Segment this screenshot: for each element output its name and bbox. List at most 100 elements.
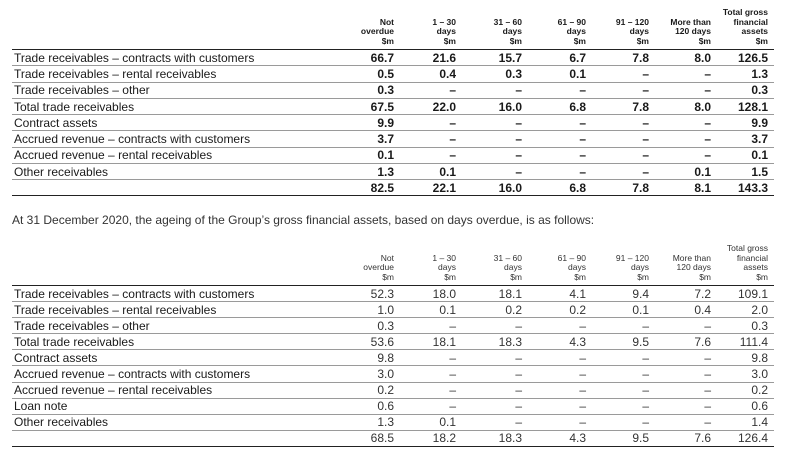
- cell-value: 16.0: [462, 97, 528, 116]
- table-row: Other receivables 1.3 0.1– – –0.1 1.5: [12, 163, 774, 181]
- column-header-line: $m: [573, 35, 586, 46]
- cell-value: –: [462, 398, 528, 415]
- row-label: Trade receivables – other: [12, 317, 338, 335]
- cell-value: –: [528, 130, 592, 148]
- column-header-line: More than: [672, 252, 711, 263]
- total-row: 68.5 18.2 18.3 4.3 9.5 7.6 126.4: [12, 429, 774, 447]
- column-header: Not overdue $m: [338, 8, 400, 50]
- column-header-line: days: [438, 262, 456, 272]
- cell-value: 8.0: [655, 49, 717, 67]
- cell-value: –: [462, 349, 528, 367]
- cell-value: 126.4: [717, 429, 774, 447]
- cell-value: 3.0: [717, 365, 774, 383]
- row-label: Trade receivables – rental receivables: [12, 65, 338, 83]
- column-header-line: days: [631, 262, 649, 272]
- row-label: Loan note: [12, 398, 338, 415]
- column-header-line: days: [566, 26, 586, 36]
- row-label: Trade receivables – contracts with custo…: [12, 285, 338, 303]
- cell-value: 22.1: [400, 179, 462, 197]
- cell-value: –: [462, 114, 528, 132]
- cell-value: –: [400, 398, 462, 415]
- cell-value: 9.8: [338, 349, 400, 367]
- cell-value: 7.8: [592, 97, 655, 116]
- row-label: Other receivables: [12, 414, 338, 431]
- column-header-line: $m: [755, 35, 768, 46]
- cell-value: 0.4: [655, 301, 717, 319]
- column-header: More than 120 days $m: [655, 8, 717, 50]
- cell-value: 1.3: [717, 65, 774, 83]
- cell-value: –: [400, 147, 462, 165]
- ageing-table-2020: Not overdue $m 1 – 30 days $m 31 – 60 days $m 61 …: [12, 243, 774, 447]
- intro-text: At 31 December 2020, the ageing of the G…: [12, 213, 595, 227]
- cell-value: 109.1: [717, 285, 774, 303]
- cell-value: –: [655, 365, 717, 383]
- column-header: Total gross financial assets $m: [717, 243, 774, 286]
- column-header-line: overdue: [363, 262, 394, 272]
- cell-value: –: [592, 398, 655, 415]
- cell-value: –: [655, 147, 717, 165]
- cell-value: 0.1: [655, 163, 717, 181]
- cell-value: 9.9: [338, 114, 400, 132]
- column-header-line: 120 days: [676, 262, 712, 272]
- cell-value: 0.2: [338, 382, 400, 399]
- row-label: Accrued revenue – rental receivables: [12, 382, 338, 399]
- column-header-line: overdue: [360, 26, 394, 36]
- column-header-line: $m: [637, 271, 649, 282]
- cell-value: 0.5: [338, 65, 400, 83]
- column-header-line: 1 – 30: [432, 252, 456, 263]
- cell-value: –: [592, 114, 655, 132]
- column-header-line: $m: [509, 35, 522, 46]
- cell-value: –: [528, 398, 592, 415]
- table-row: Other receivables 1.3 0.1– – – –1.4: [12, 414, 774, 431]
- cell-value: –: [462, 365, 528, 383]
- table-row: Total trade receivables 53.6 18.1 18.3 4.3 9.…: [12, 333, 774, 351]
- cell-value: 1.0: [338, 301, 400, 319]
- cell-value: 4.3: [528, 333, 592, 351]
- cell-value: 18.1: [400, 333, 462, 351]
- cell-value: 18.1: [462, 285, 528, 303]
- cell-value: 18.2: [400, 429, 462, 447]
- cell-value: 8.1: [655, 179, 717, 197]
- row-label: Contract assets: [12, 114, 338, 132]
- cell-value: –: [528, 317, 592, 335]
- cell-value: 1.4: [717, 414, 774, 431]
- row-label: Accrued revenue – rental receivables: [12, 147, 338, 165]
- column-header-line: $m: [698, 35, 711, 46]
- cell-value: 128.1: [717, 97, 774, 116]
- cell-value: 6.8: [528, 179, 592, 197]
- cell-value: 8.0: [655, 97, 717, 116]
- cell-value: 22.0: [400, 97, 462, 116]
- cell-value: 0.1: [400, 301, 462, 319]
- table-row: Trade receivables – rental receivables 0.…: [12, 65, 774, 83]
- cell-value: –: [528, 349, 592, 367]
- column-header-line: Not: [379, 16, 394, 27]
- cell-value: 6.8: [528, 97, 592, 116]
- cell-value: 0.3: [717, 317, 774, 335]
- column-header-line: $m: [574, 271, 586, 282]
- cell-value: 1.3: [338, 163, 400, 181]
- cell-value: 0.2: [528, 301, 592, 319]
- cell-value: 1.5: [717, 163, 774, 181]
- table-row: Trade receivables – rental receivables 1.…: [12, 301, 774, 319]
- row-label: [12, 179, 338, 197]
- cell-value: –: [400, 349, 462, 367]
- column-header-line: days: [629, 26, 649, 36]
- table-row: Trade receivables – other 0.3– – – – –0.3: [12, 317, 774, 335]
- cell-value: 111.4: [717, 333, 774, 351]
- cell-value: –: [592, 82, 655, 99]
- cell-value: 67.5: [338, 97, 400, 116]
- cell-value: 0.1: [400, 163, 462, 181]
- cell-value: –: [400, 317, 462, 335]
- table-row: Trade receivables – contracts with custo…: [12, 49, 774, 67]
- cell-value: 52.3: [338, 285, 400, 303]
- cell-value: –: [655, 317, 717, 335]
- column-header-line: $m: [443, 35, 456, 46]
- cell-value: 15.7: [462, 49, 528, 67]
- cell-value: 126.5: [717, 49, 774, 67]
- cell-value: 0.3: [462, 65, 528, 83]
- column-header-line: Total gross: [726, 243, 768, 253]
- row-label: Trade receivables – contracts with custo…: [12, 49, 338, 67]
- column-header-line: 91 – 120: [615, 252, 649, 263]
- column-header-line: $m: [381, 35, 394, 46]
- cell-value: 7.8: [592, 49, 655, 67]
